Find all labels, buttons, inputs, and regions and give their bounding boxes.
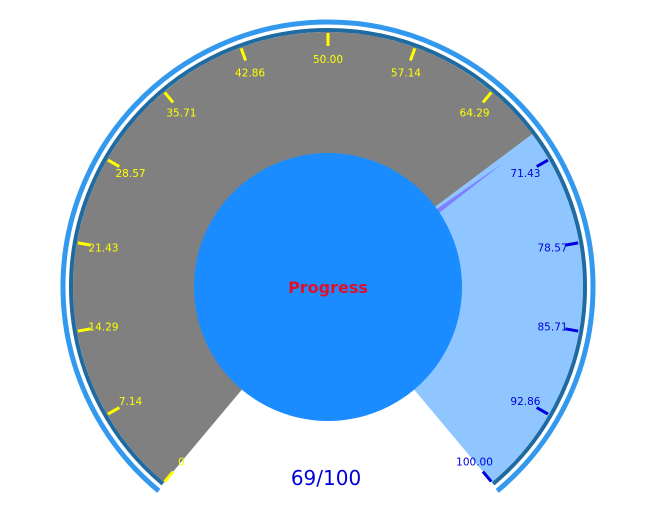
tick-label: 64.29 <box>460 107 490 119</box>
tick-label: 14.29 <box>88 322 118 334</box>
tick-label: 92.86 <box>510 396 540 408</box>
tick-label: 0 <box>178 457 185 469</box>
tick-label: 50.00 <box>313 54 343 66</box>
tick-label: 21.43 <box>88 242 118 254</box>
tick-mark <box>163 470 175 483</box>
tick-mark <box>107 158 121 168</box>
tick-mark <box>107 406 121 416</box>
tick-mark <box>481 91 493 104</box>
tick-label: 85.71 <box>538 322 568 334</box>
value-label: 69/100 <box>291 466 361 490</box>
tick-mark <box>535 406 549 416</box>
tick-mark <box>77 241 91 247</box>
tick-label: 100.00 <box>456 457 493 469</box>
tick-label: 42.86 <box>235 68 265 80</box>
tick-mark <box>481 470 493 483</box>
tick-mark <box>565 327 579 333</box>
tick-mark <box>535 158 549 168</box>
tick-mark <box>239 47 248 62</box>
center-label: Progress <box>288 278 368 297</box>
tick-label: 28.57 <box>116 168 146 180</box>
outer-ring <box>60 19 596 493</box>
inner-ring <box>69 28 587 486</box>
tick-label: 57.14 <box>391 68 421 80</box>
tick-label: 71.43 <box>510 168 540 180</box>
tick-label: 7.14 <box>119 396 143 408</box>
tick-mark <box>565 241 579 247</box>
tick-label: 78.57 <box>538 242 568 254</box>
tick-mark <box>163 91 175 104</box>
tick-mark <box>408 47 417 62</box>
center-disc <box>194 153 462 421</box>
tick-label: 35.71 <box>166 107 196 119</box>
tick-mark <box>77 327 91 333</box>
